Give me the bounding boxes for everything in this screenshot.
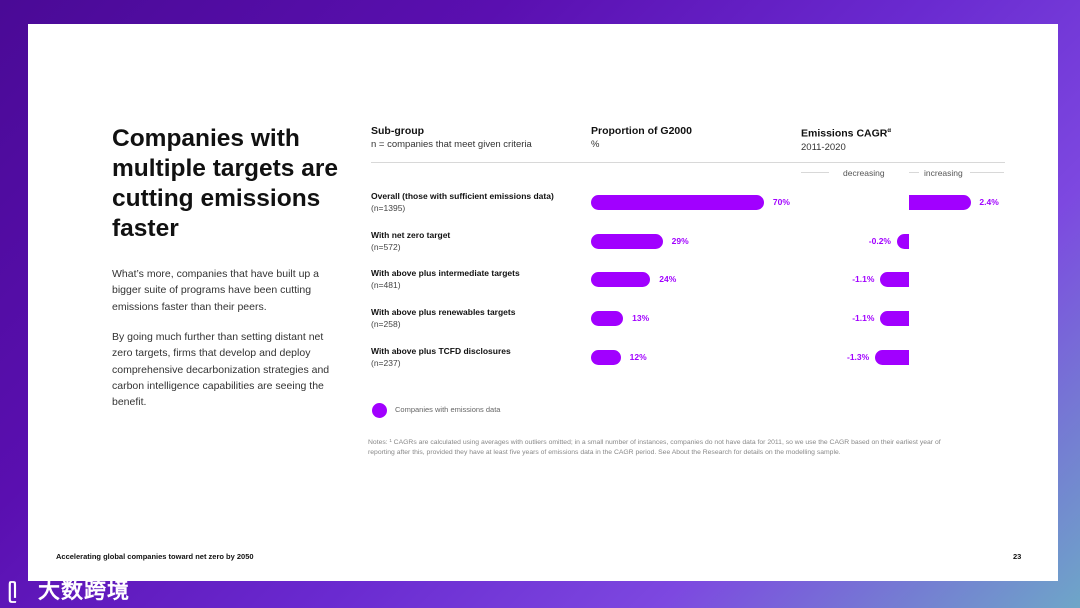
cagr-value: -1.1%	[852, 313, 875, 323]
watermark-text: 大数跨境	[38, 578, 131, 603]
cagr-title: Emissions CAGR	[801, 127, 888, 140]
page-number: 23	[1013, 552, 1022, 561]
proportion-bar	[591, 195, 764, 210]
notes: Notes: ¹ CAGRs are calculated using aver…	[368, 439, 941, 456]
legend-label: Companies with emissions data	[395, 405, 501, 414]
cagr-value: -0.2%	[868, 236, 891, 246]
subgroup-header: Sub-group n = companies that meet given …	[371, 125, 532, 151]
cagr-bar	[897, 234, 909, 249]
cagr-value: 2.4%	[979, 197, 999, 207]
cagr-bar	[880, 272, 909, 287]
row-label: With above plus renewables targets (n=258…	[371, 306, 515, 330]
cagr-header: Emissions CAGRα 2011-2020	[801, 125, 891, 154]
increasing-label: increasing	[924, 168, 963, 178]
row-title: With above plus renewables targets	[371, 307, 516, 317]
increasing-rule-left	[909, 172, 919, 173]
cagr-value: -1.3%	[846, 352, 870, 362]
proportion-value: 70%	[772, 197, 790, 207]
proportion-value: 13%	[632, 313, 650, 323]
row-label: With above plus intermediate targets (n=4…	[371, 267, 520, 291]
subgroup-subtitle: n = companies that meet given criteria	[371, 139, 532, 150]
proportion-bar	[591, 350, 621, 365]
cagr-bar	[880, 311, 909, 326]
cagr-subtitle: 2011-2020	[801, 141, 846, 153]
row-title: With above plus intermediate targets	[371, 268, 520, 278]
cagr-bar	[875, 350, 909, 365]
subgroup-title: Sub-group	[371, 125, 425, 137]
header-rule	[371, 162, 1005, 163]
row-title: With above plus TCFD disclosures	[371, 346, 511, 356]
row-count: (n=1395)	[371, 203, 406, 213]
proportion-bar	[591, 272, 651, 287]
proportion-title: Proportion of G2000	[591, 125, 692, 137]
row-title: Overall (those with sufficient emissions…	[371, 191, 554, 201]
watermark-logo-icon: ᥫ	[8, 582, 19, 602]
proportion-bar	[591, 311, 624, 326]
row-title: With net zero target	[371, 230, 451, 240]
proportion-header: Proportion of G2000 %	[591, 125, 692, 151]
footer-title: Accelerating global companies toward net…	[56, 552, 254, 561]
legend-swatch	[372, 403, 387, 418]
watermark: ᥫ 大数跨境	[8, 573, 130, 605]
paragraph-2: By going much further than setting dista…	[112, 331, 330, 409]
cagr-value: -1.1%	[852, 274, 875, 284]
proportion-value: 24%	[659, 274, 677, 284]
row-count: (n=258)	[371, 319, 401, 329]
proportion-bar	[591, 234, 663, 249]
headline: Companies with multiple targets are cutt…	[112, 125, 339, 242]
proportion-value: 12%	[629, 352, 647, 362]
paragraph-1: What’s more, companies that have built u…	[112, 268, 320, 313]
increasing-rule-right	[970, 172, 1004, 173]
row-count: (n=237)	[371, 358, 401, 368]
decreasing-label: decreasing	[843, 168, 885, 178]
row-count: (n=572)	[371, 242, 401, 252]
proportion-subtitle: %	[591, 139, 600, 150]
row-label: With net zero target (n=572)	[371, 229, 450, 253]
decreasing-rule	[801, 172, 829, 173]
row-label: Overall (those with sufficient emissions…	[371, 190, 554, 214]
cagr-footnote-mark: α	[887, 128, 892, 134]
row-count: (n=481)	[371, 280, 401, 290]
proportion-value: 29%	[671, 236, 689, 246]
slide: Companies with multiple targets are cutt…	[28, 24, 1058, 581]
row-label: With above plus TCFD disclosures (n=237)	[371, 345, 511, 369]
cagr-bar	[909, 195, 972, 210]
